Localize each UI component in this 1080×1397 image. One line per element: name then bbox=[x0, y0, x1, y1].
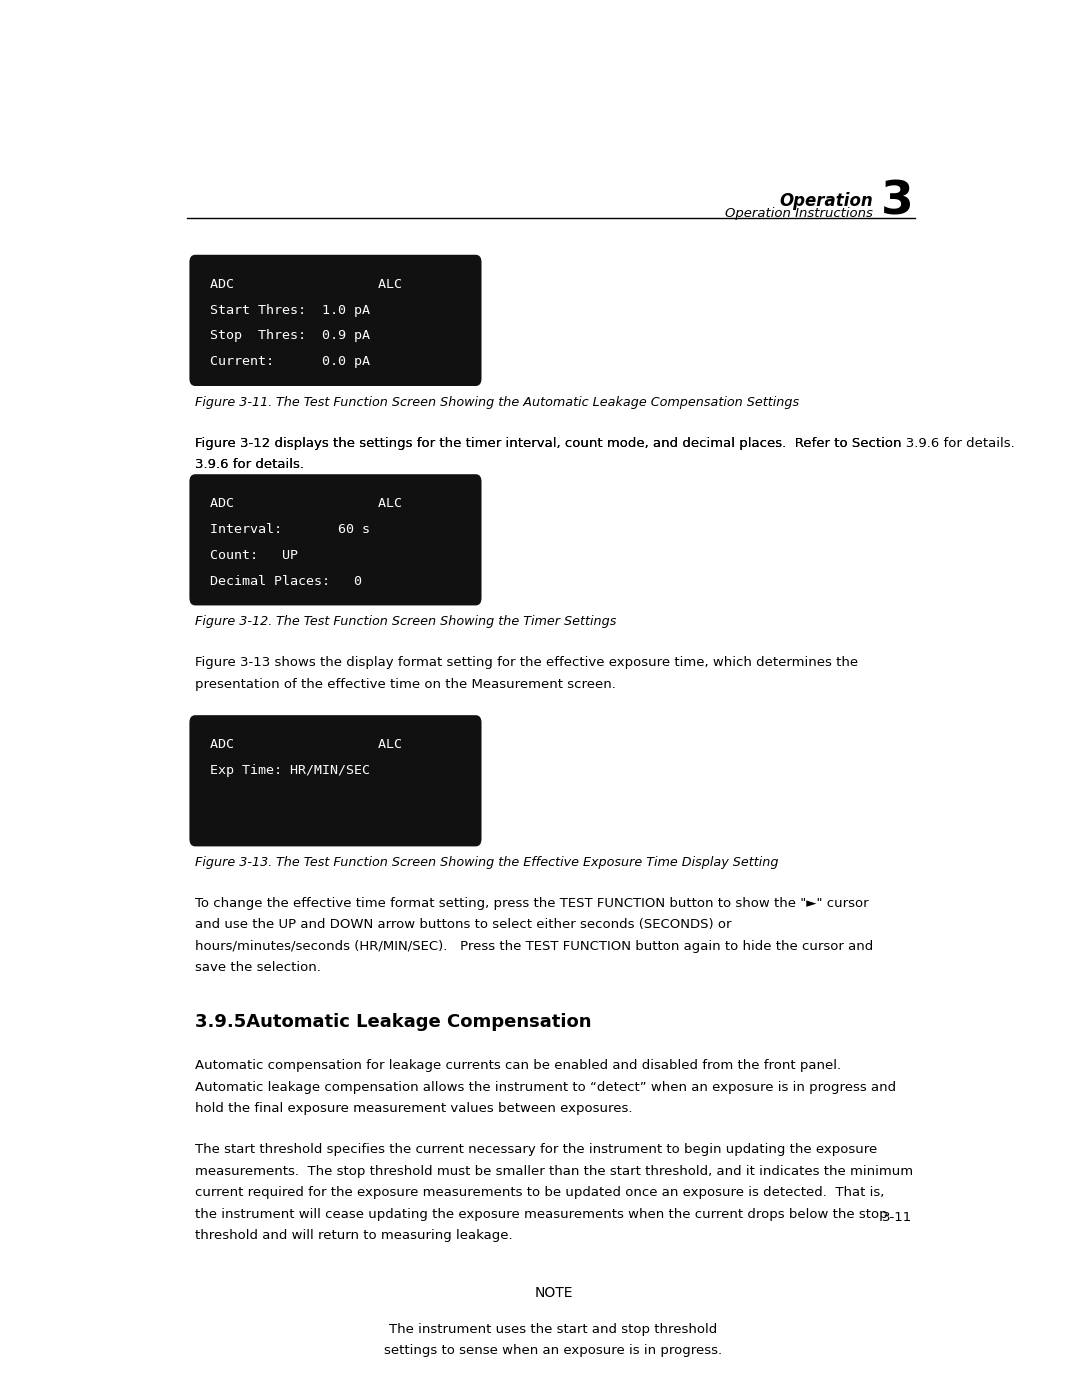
Text: 3.9.6 for details.: 3.9.6 for details. bbox=[195, 458, 305, 471]
Text: Decimal Places:   0: Decimal Places: 0 bbox=[211, 574, 362, 588]
Text: The start threshold specifies the current necessary for the instrument to begin : The start threshold specifies the curren… bbox=[195, 1143, 878, 1157]
Text: Figure 3-12 displays the settings for the timer interval, count mode, and decima: Figure 3-12 displays the settings for th… bbox=[195, 437, 1015, 450]
FancyBboxPatch shape bbox=[189, 715, 482, 847]
Text: ADC                  ALC: ADC ALC bbox=[211, 738, 403, 752]
Text: hold the final exposure measurement values between exposures.: hold the final exposure measurement valu… bbox=[195, 1102, 633, 1115]
Text: Automatic compensation for leakage currents can be enabled and disabled from the: Automatic compensation for leakage curre… bbox=[195, 1059, 841, 1073]
Text: The Test Function Screen Showing the Timer Settings: The Test Function Screen Showing the Tim… bbox=[276, 615, 617, 629]
Text: presentation of the effective time on the Measurement screen.: presentation of the effective time on th… bbox=[195, 678, 616, 690]
Text: Automatic leakage compensation allows the instrument to “detect” when an exposur: Automatic leakage compensation allows th… bbox=[195, 1081, 896, 1094]
Text: Figure 3-13.: Figure 3-13. bbox=[195, 856, 272, 869]
Text: measurements.  The stop threshold must be smaller than the start threshold, and : measurements. The stop threshold must be… bbox=[195, 1165, 914, 1178]
Text: Figure 3-13 shows the display format setting for the effective exposure time, wh: Figure 3-13 shows the display format set… bbox=[195, 657, 859, 669]
Text: settings to sense when an exposure is in progress.: settings to sense when an exposure is in… bbox=[384, 1344, 723, 1358]
FancyBboxPatch shape bbox=[189, 474, 482, 605]
Text: The Test Function Screen Showing the Effective Exposure Time Display Setting: The Test Function Screen Showing the Eff… bbox=[276, 856, 779, 869]
Text: The instrument uses the start and stop threshold: The instrument uses the start and stop t… bbox=[390, 1323, 717, 1336]
Text: Operation Instructions: Operation Instructions bbox=[726, 207, 874, 221]
Text: threshold and will return to measuring leakage.: threshold and will return to measuring l… bbox=[195, 1229, 513, 1242]
Text: 3: 3 bbox=[880, 180, 914, 225]
Text: ADC                  ALC: ADC ALC bbox=[211, 497, 403, 510]
Text: Figure 3-12 displays the settings for the timer interval, count mode, and decima: Figure 3-12 displays the settings for th… bbox=[195, 437, 902, 450]
Text: 3.9.6 for details.: 3.9.6 for details. bbox=[195, 458, 305, 471]
Text: 3-11: 3-11 bbox=[881, 1211, 912, 1224]
FancyBboxPatch shape bbox=[498, 1278, 609, 1308]
Text: Exp Time: HR/MIN/SEC: Exp Time: HR/MIN/SEC bbox=[211, 764, 370, 777]
Text: save the selection.: save the selection. bbox=[195, 961, 321, 975]
Text: The Test Function Screen Showing the Automatic Leakage Compensation Settings: The Test Function Screen Showing the Aut… bbox=[276, 395, 799, 409]
Text: Stop  Thres:  0.9 pA: Stop Thres: 0.9 pA bbox=[211, 330, 370, 342]
Text: hours/minutes/seconds (HR/MIN/SEC).   Press the TEST FUNCTION button again to hi: hours/minutes/seconds (HR/MIN/SEC). Pres… bbox=[195, 940, 874, 953]
Text: To change the effective time format setting, press the TEST FUNCTION button to s: To change the effective time format sett… bbox=[195, 897, 869, 909]
Text: Figure 3-12.: Figure 3-12. bbox=[195, 615, 272, 629]
FancyBboxPatch shape bbox=[189, 254, 482, 386]
Text: ADC                  ALC: ADC ALC bbox=[211, 278, 403, 291]
Text: Current:      0.0 pA: Current: 0.0 pA bbox=[211, 355, 370, 369]
Text: Count:   UP: Count: UP bbox=[211, 549, 298, 562]
Text: Interval:       60 s: Interval: 60 s bbox=[211, 522, 370, 536]
Text: the instrument will cease updating the exposure measurements when the current dr: the instrument will cease updating the e… bbox=[195, 1208, 888, 1221]
Text: and use the UP and DOWN arrow buttons to select either seconds (SECONDS) or: and use the UP and DOWN arrow buttons to… bbox=[195, 918, 732, 932]
Text: Operation: Operation bbox=[780, 193, 874, 211]
Text: Start Thres:  1.0 pA: Start Thres: 1.0 pA bbox=[211, 303, 370, 317]
Text: Figure 3-11.: Figure 3-11. bbox=[195, 395, 272, 409]
Text: current required for the exposure measurements to be updated once an exposure is: current required for the exposure measur… bbox=[195, 1186, 885, 1199]
Text: 3.9.5Automatic Leakage Compensation: 3.9.5Automatic Leakage Compensation bbox=[195, 1013, 592, 1031]
Text: NOTE: NOTE bbox=[535, 1287, 572, 1301]
